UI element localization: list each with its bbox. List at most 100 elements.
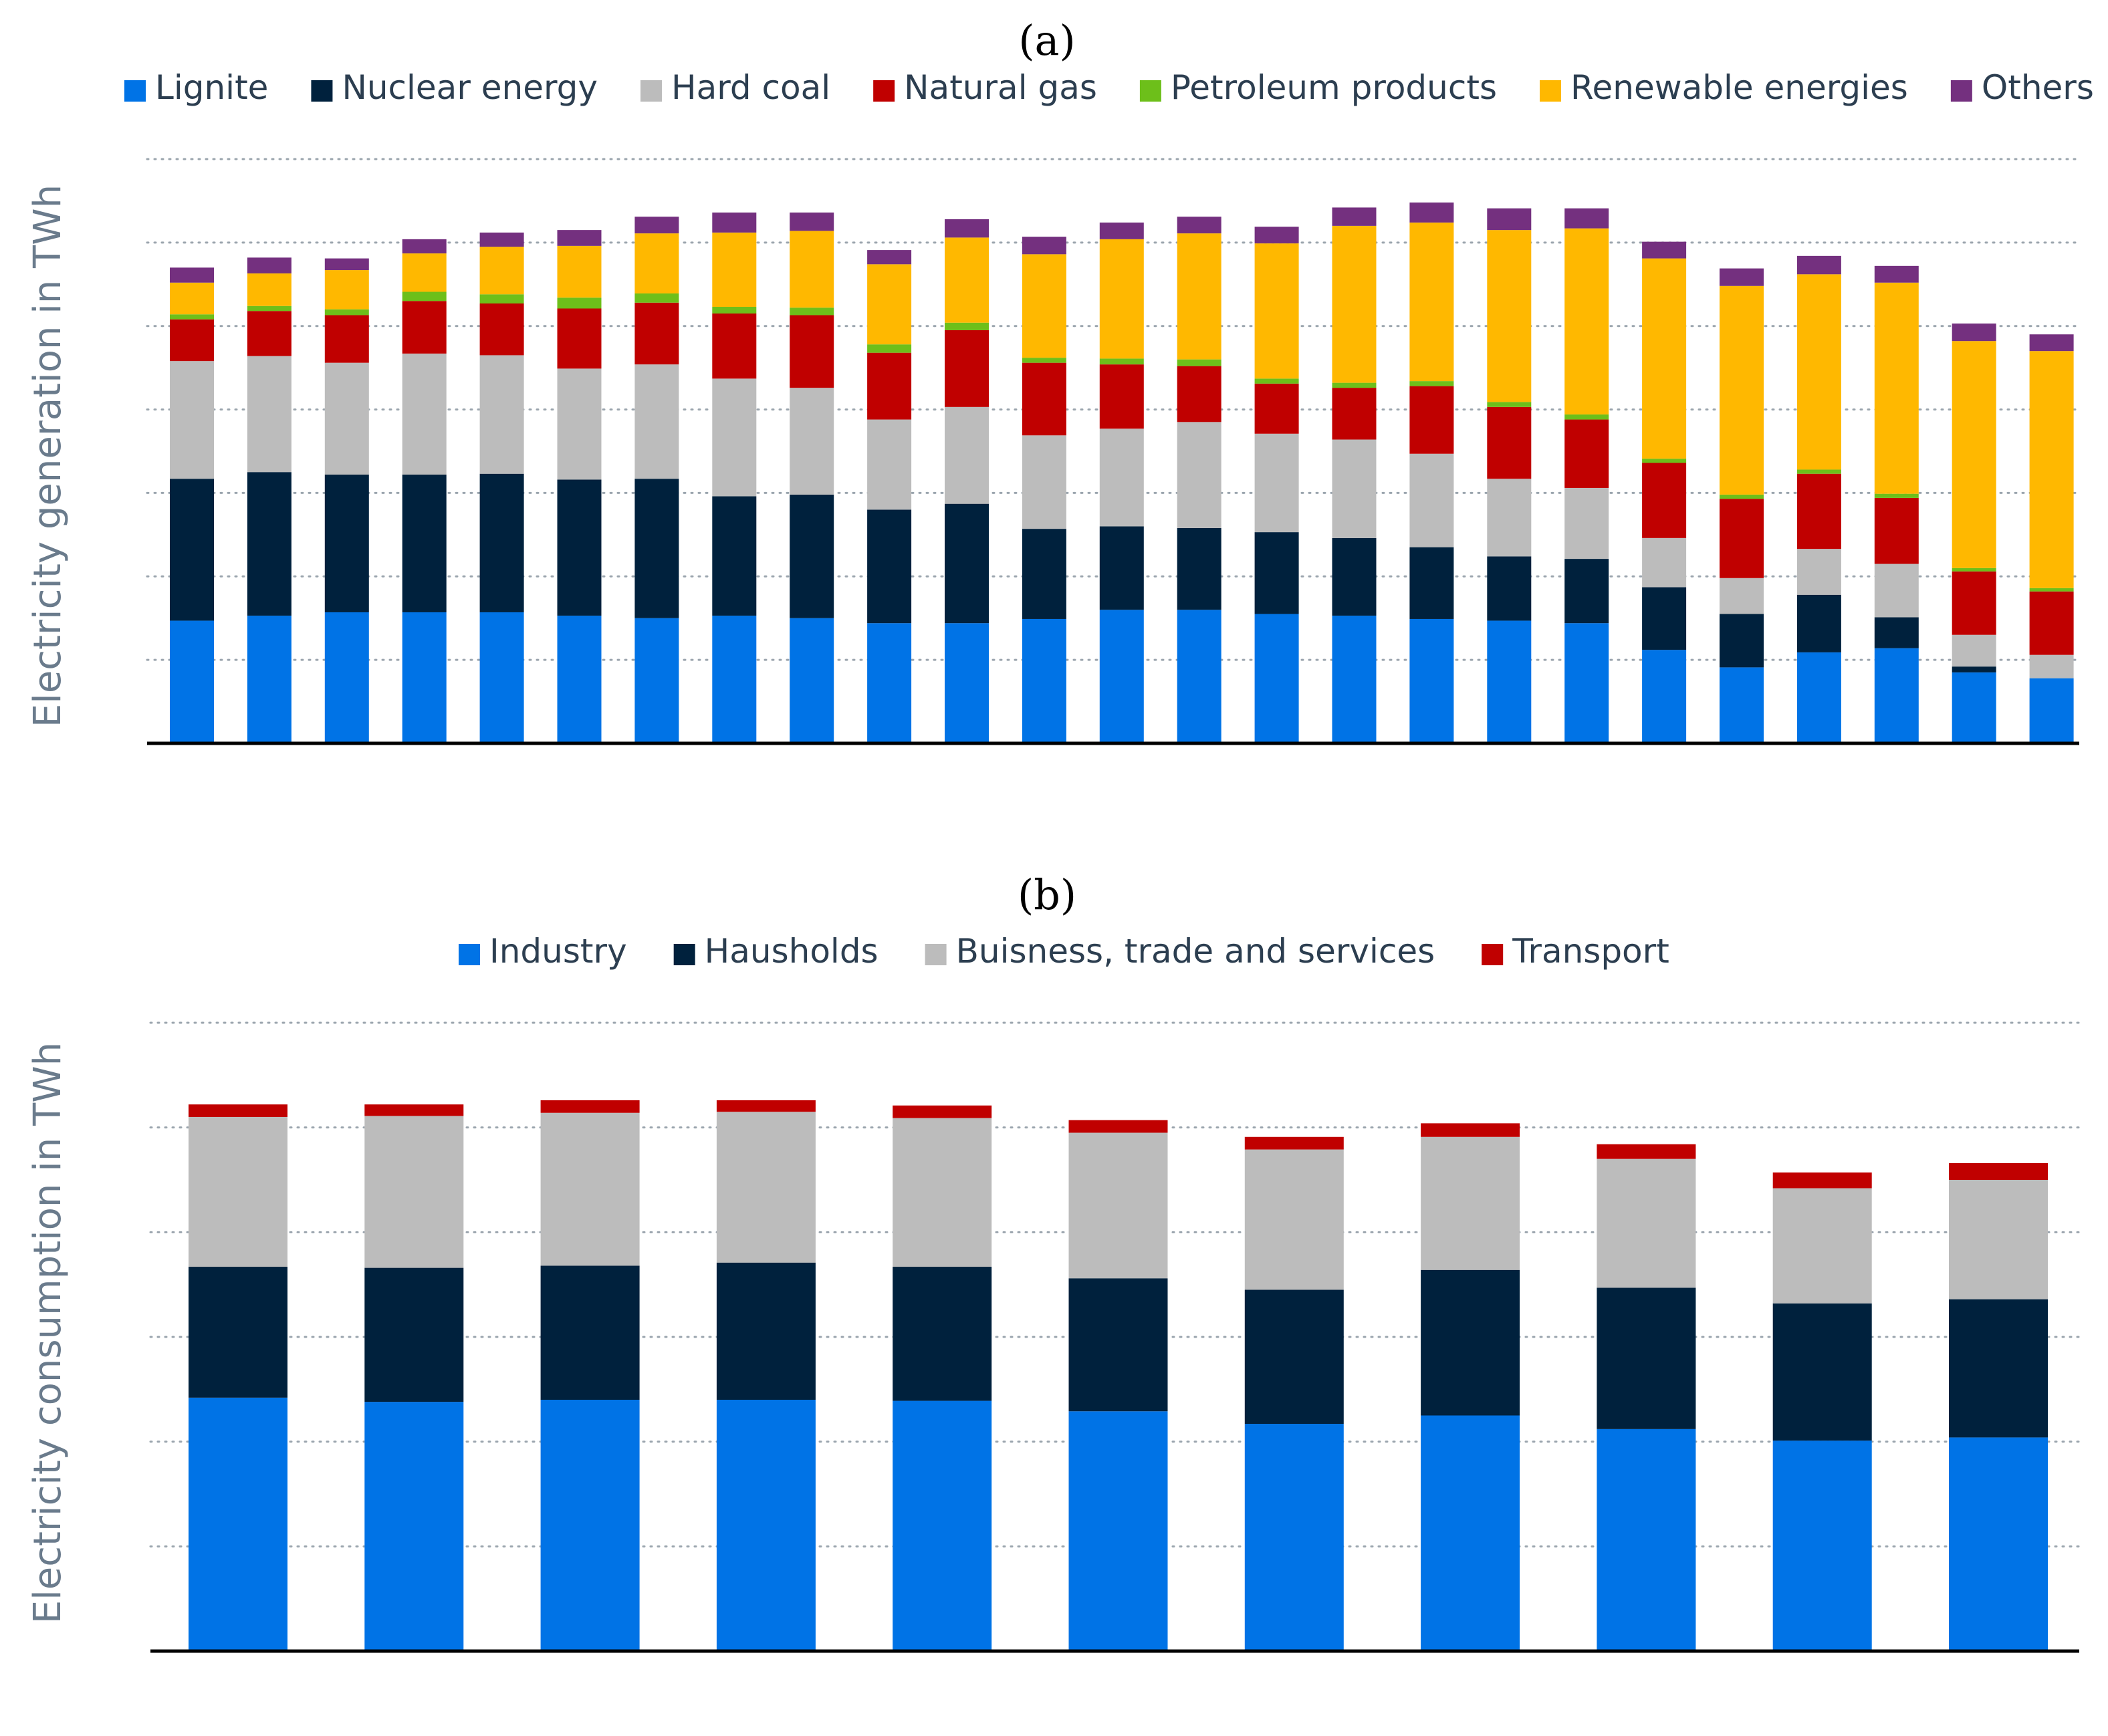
bar-hausholds [1772, 1303, 1872, 1441]
legend-swatch [1139, 80, 1161, 102]
bar-others [557, 230, 602, 246]
bar-nuclear-energy [1022, 529, 1066, 619]
bar-natural-gas [247, 311, 291, 356]
legend-item-petroleum-products: Petroleum products [1139, 68, 1497, 107]
bar-petroleum-products [557, 297, 602, 309]
bar-renewable-energies [1332, 225, 1377, 383]
bar-petroleum-products [402, 291, 447, 301]
legend-label: Natural gas [904, 68, 1097, 107]
bar-nuclear-energy [402, 474, 447, 612]
bar-renewable-energies [1409, 222, 1454, 382]
bar-stack-2021 [1796, 255, 1841, 743]
bar-hausholds [364, 1267, 464, 1402]
bar-hard-coal [790, 388, 834, 495]
bar-petroleum-products [634, 293, 679, 303]
bar-stack-2011 [1022, 237, 1066, 743]
bar-petroleum-products [790, 307, 834, 316]
bar-nuclear-energy [1177, 527, 1221, 610]
bar-lignite [1796, 652, 1841, 743]
bar-hausholds [540, 1265, 640, 1400]
bar-others [1099, 222, 1144, 239]
bar-renewable-energies [1874, 282, 1919, 494]
bar-lignite [2029, 678, 2074, 743]
bar-hausholds [1421, 1269, 1520, 1416]
consumption-legend: Industry Hausholds Buisness, trade and ser… [459, 932, 1669, 971]
legend-label: Transport [1512, 932, 1669, 971]
bar-lignite [1099, 610, 1144, 743]
bar-hard-coal [867, 419, 912, 510]
bar-hausholds [1949, 1299, 2048, 1438]
bar-lignite [247, 615, 291, 743]
bar-natural-gas [1487, 406, 1532, 479]
bar-stack-2023 [1772, 1172, 1872, 1651]
bar-petroleum-products [479, 294, 524, 304]
legend-swatch [1540, 80, 1561, 102]
bar-renewable-energies [479, 247, 524, 295]
bar-others [712, 212, 757, 233]
bar-natural-gas [1177, 366, 1221, 422]
bar-industry [1421, 1415, 1520, 1651]
bar-renewable-energies [1177, 233, 1221, 360]
bar-petroleum-products [712, 306, 757, 314]
bar-lignite [402, 612, 447, 743]
bar-renewable-energies [2029, 351, 2074, 588]
bar-natural-gas [402, 301, 447, 354]
bar-nuclear-energy [1874, 617, 1919, 648]
bar-others [1409, 202, 1454, 223]
bar-stack-2018 [1564, 208, 1609, 743]
bar-others [867, 250, 912, 265]
bar-others [1332, 207, 1377, 226]
legend-item-buisness-trade-and-services: Buisness, trade and services [925, 932, 1435, 971]
bar-lignite [1874, 648, 1919, 743]
bar-stack-2024 [2029, 334, 2074, 743]
consumption-bars [150, 1100, 2079, 1653]
bar-lignite [634, 618, 679, 743]
bar-nuclear-energy [1952, 666, 1996, 672]
bar-industry [716, 1400, 816, 1651]
bar-renewable-energies [1642, 258, 1687, 459]
bar-stack-2013 [1177, 217, 1221, 743]
bar-others [1177, 217, 1221, 234]
bar-renewable-energies [1952, 341, 1996, 568]
legend-swatch [124, 80, 146, 102]
bar-transport [1421, 1123, 1520, 1137]
bar-lignite [1952, 672, 1996, 743]
bar-transport [1949, 1162, 2048, 1180]
bar-petroleum-products [2029, 588, 2074, 592]
bar-petroleum-products [1177, 359, 1221, 366]
legend-label: Others [1982, 68, 2094, 107]
bar-others [634, 217, 679, 234]
bar-lignite [1332, 615, 1377, 743]
bar-natural-gas [1564, 419, 1609, 488]
bar-buisness-trade-and-services [1068, 1132, 1168, 1279]
legend-label: Hausholds [705, 932, 879, 971]
bar-stack-2017 [716, 1100, 816, 1651]
bar-renewable-energies [945, 237, 989, 323]
bar-natural-gas [867, 352, 912, 420]
bar-lignite [1254, 614, 1299, 743]
legend-swatch [925, 944, 947, 965]
bar-stack-2016 [540, 1100, 640, 1651]
bar-renewable-energies [324, 270, 369, 309]
legend-swatch [873, 80, 895, 102]
bar-renewable-energies [867, 264, 912, 345]
bar-others [1796, 255, 1841, 275]
legend-label: Lignite [155, 68, 268, 107]
bar-hard-coal [1874, 564, 1919, 618]
bar-renewable-energies [1254, 243, 1299, 379]
bar-industry [1772, 1441, 1872, 1651]
bar-nuclear-energy [1642, 587, 1687, 650]
bar-hard-coal [2029, 654, 2074, 678]
bar-others [2029, 334, 2074, 352]
bar-industry [1949, 1437, 2048, 1651]
bar-hard-coal [1099, 428, 1144, 527]
bar-natural-gas [1874, 497, 1919, 564]
bar-lignite [1487, 620, 1532, 743]
bar-industry [893, 1400, 992, 1651]
bar-nuclear-energy [1409, 547, 1454, 619]
bar-stack-2002 [324, 258, 369, 743]
bar-renewable-energies [402, 253, 447, 292]
bar-natural-gas [790, 315, 834, 388]
bar-natural-gas [1642, 463, 1687, 538]
